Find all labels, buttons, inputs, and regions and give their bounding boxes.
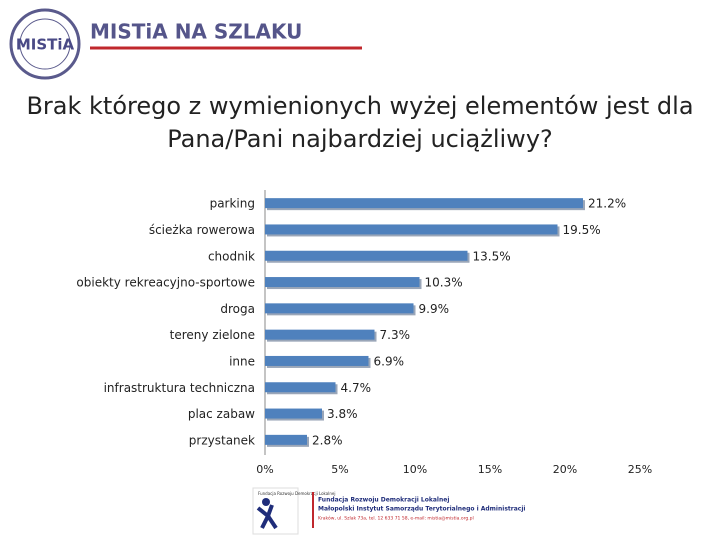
- y-tick-label: ścieżka rowerowa: [149, 223, 255, 237]
- y-tick-label: przystanek: [189, 433, 255, 447]
- logo-inner-ring: [19, 18, 71, 70]
- header-title: MISTiA NA SZLAKU: [90, 20, 302, 44]
- value-label: 3.8%: [327, 407, 358, 421]
- footer-line: Fundacja Rozwoju Demokracji Lokalnej: [318, 497, 449, 504]
- y-tick-label: plac zabaw: [188, 407, 255, 421]
- logo-text: MISTiA: [16, 36, 75, 54]
- bar: [265, 355, 369, 366]
- bar: [265, 303, 414, 314]
- y-tick-label: droga: [220, 302, 255, 316]
- value-label: 19.5%: [563, 223, 601, 237]
- bar: [265, 277, 420, 288]
- y-tick-label: infrastruktura techniczna: [104, 381, 255, 395]
- bar: [265, 329, 375, 340]
- x-tick-label: 20%: [553, 463, 577, 476]
- footer-logo-figure: [256, 504, 278, 530]
- bar: [265, 408, 322, 419]
- bar: [265, 250, 468, 261]
- bar: [265, 434, 307, 445]
- value-label: 9.9%: [419, 302, 450, 316]
- y-tick-label: inne: [229, 354, 255, 368]
- x-tick-label: 5%: [331, 463, 348, 476]
- y-tick-label: parking: [210, 197, 255, 211]
- bar: [265, 382, 336, 393]
- footer-logo-head: [262, 498, 270, 506]
- x-tick-label: 15%: [478, 463, 502, 476]
- value-label: 4.7%: [341, 381, 372, 395]
- footer-line: Małopolski Instytut Samorządu Terytorial…: [318, 506, 525, 513]
- x-tick-label: 10%: [403, 463, 427, 476]
- x-tick-label: 0%: [256, 463, 273, 476]
- value-label: 2.8%: [312, 433, 343, 447]
- y-tick-label: tereny zielone: [170, 328, 255, 342]
- value-label: 10.3%: [425, 276, 463, 290]
- value-label: 6.9%: [374, 354, 405, 368]
- x-tick-label: 25%: [628, 463, 652, 476]
- footer-line: Kraków, ul. Szlak 73a, tel. 12 633 71 58…: [318, 515, 474, 522]
- chart-title: Brak którego z wymienionych wyżej elemen…: [26, 92, 694, 153]
- y-tick-label: obiekty rekreacyjno-sportowe: [76, 276, 255, 290]
- logo-ring: [9, 8, 81, 80]
- value-label: 7.3%: [380, 328, 411, 342]
- value-label: 13.5%: [473, 249, 511, 263]
- footer-logo-text: Fundacja Rozwoju Demokracji Lokalnej: [258, 491, 335, 496]
- bar: [265, 198, 583, 209]
- value-label: 21.2%: [588, 197, 626, 211]
- footer-divider: [312, 492, 314, 528]
- y-tick-label: chodnik: [208, 249, 255, 263]
- bar: [265, 224, 558, 235]
